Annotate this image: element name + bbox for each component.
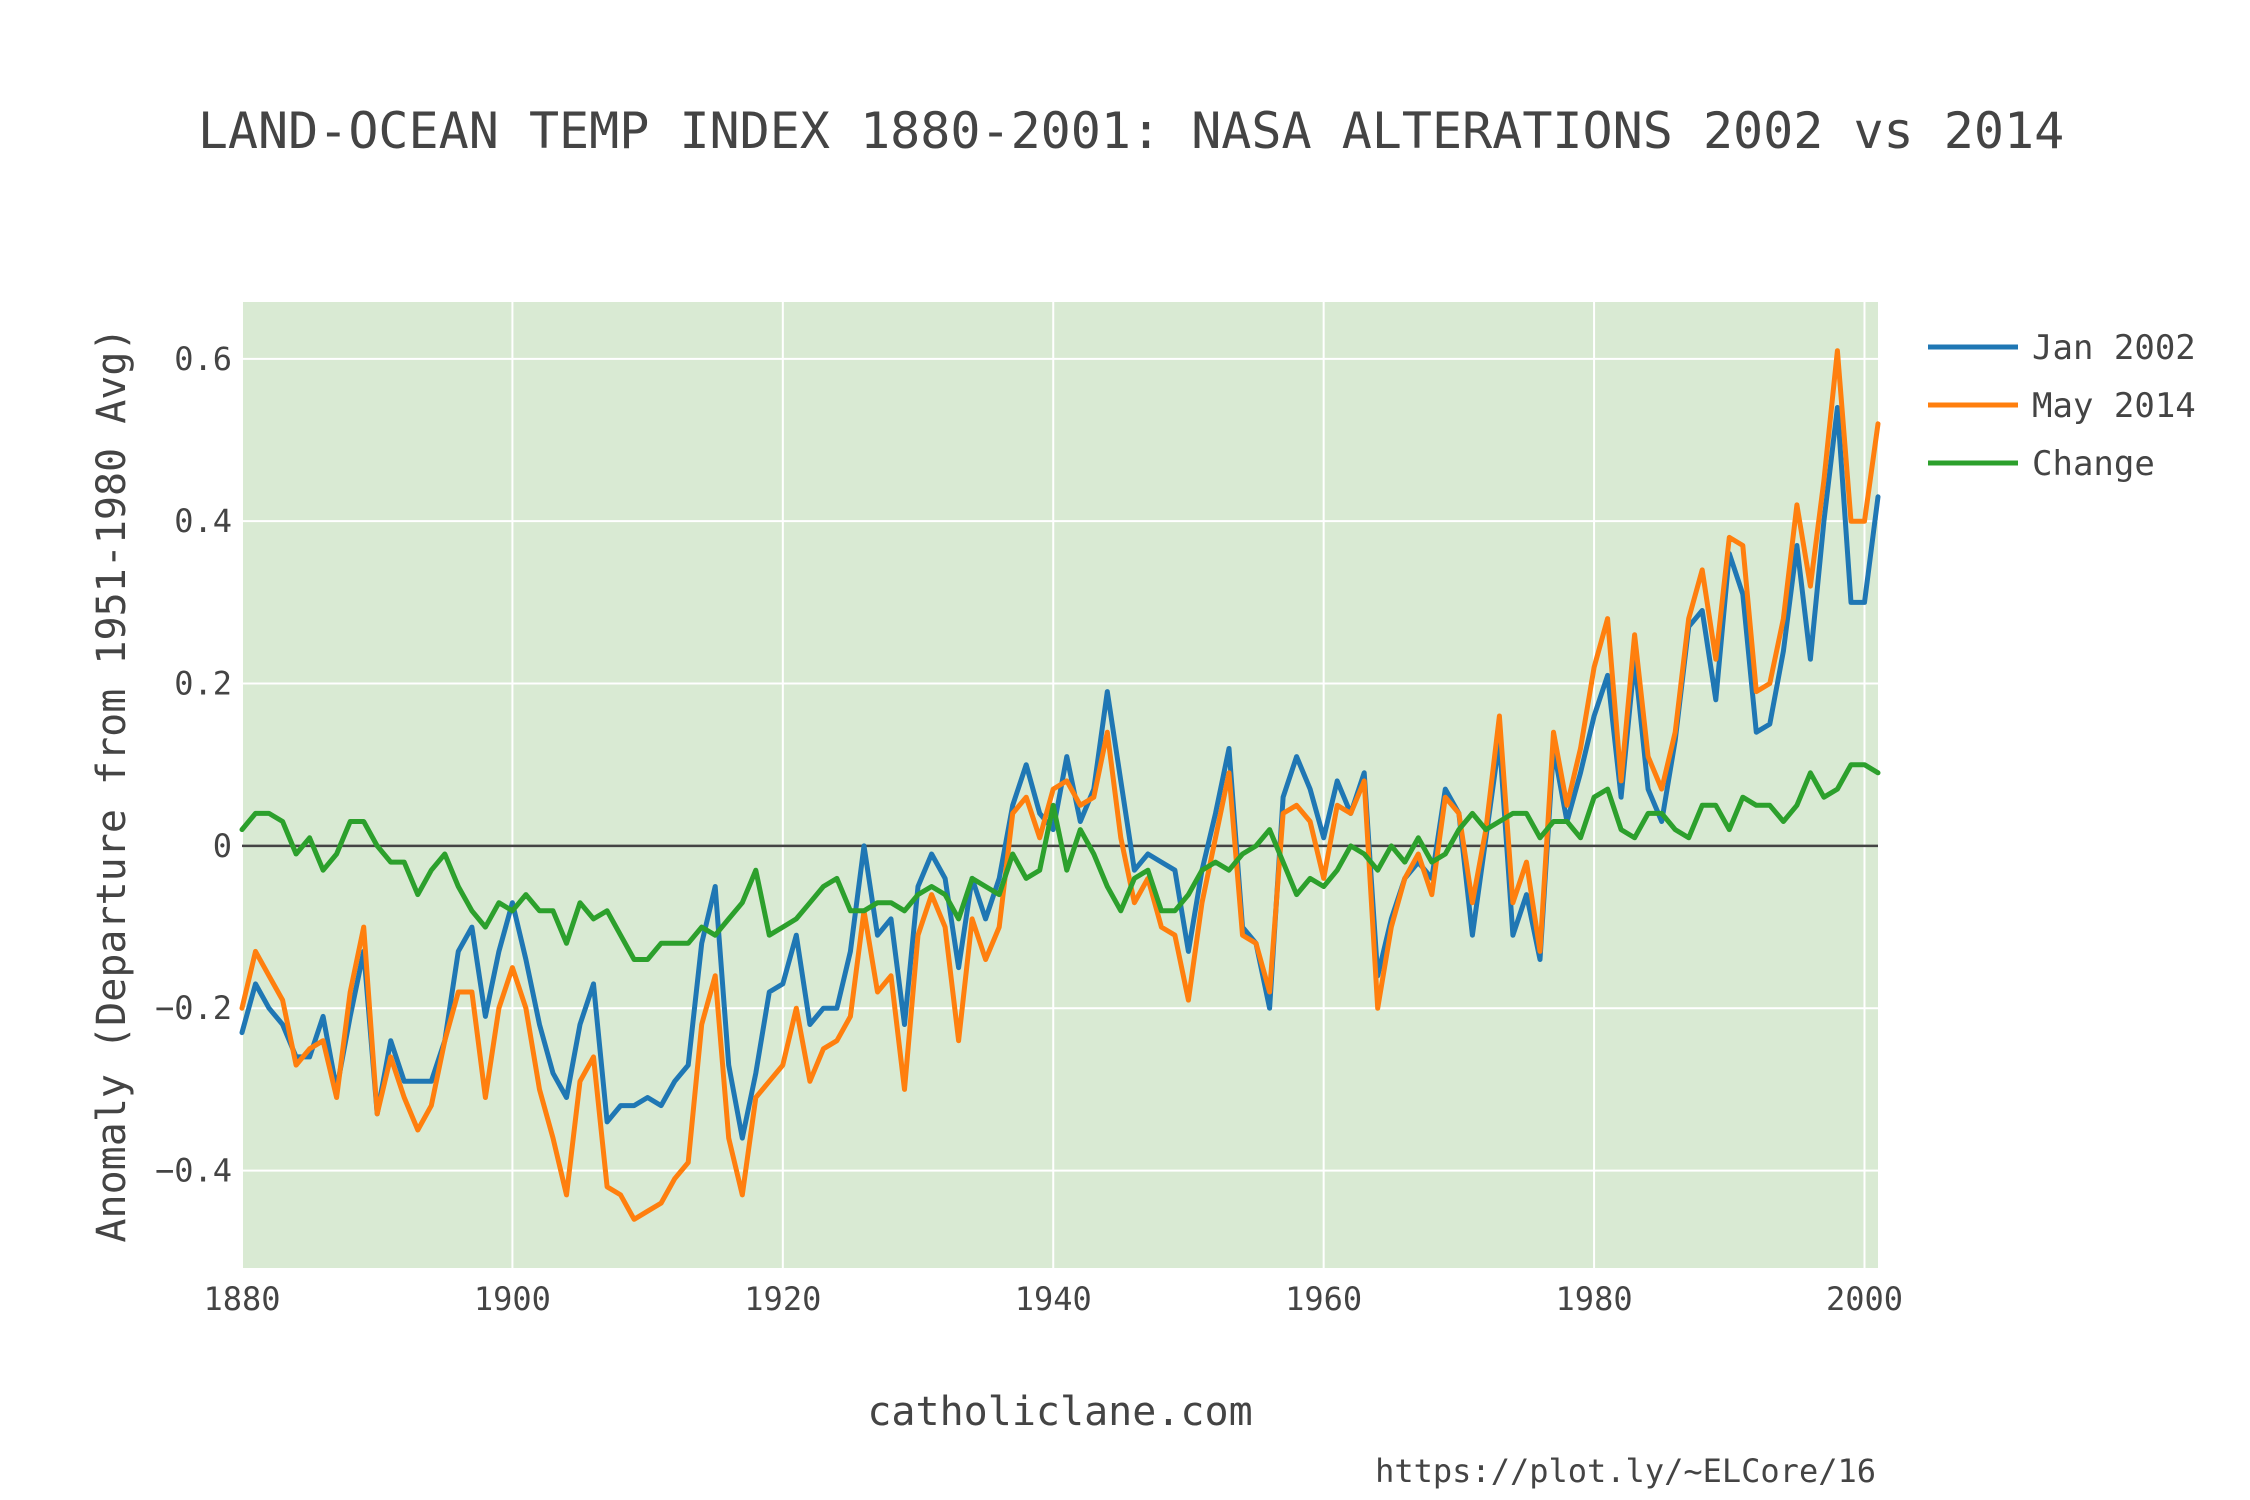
- series-line-may-2014: [239, 348, 1881, 1222]
- y-tick-label: 0.6: [174, 340, 232, 378]
- x-tick-label: 1900: [474, 1280, 551, 1318]
- y-axis-label: Anomaly (Departure from 1951-1980 Avg): [89, 327, 135, 1242]
- x-tick-label: 1980: [1556, 1280, 1633, 1318]
- x-tick-label: 1920: [744, 1280, 821, 1318]
- y-tick-label: −0.4: [155, 1152, 232, 1190]
- series-lines: [239, 348, 1881, 1222]
- legend-label: Jan 2002: [2032, 328, 2196, 368]
- y-tick-label: 0: [213, 827, 232, 865]
- watermark-text: catholiclane.com: [867, 1389, 1252, 1435]
- series-line-change: [239, 762, 1881, 962]
- y-tick-label: 0.4: [174, 502, 232, 540]
- legend-item-jan-2002[interactable]: Jan 2002: [1928, 328, 2196, 368]
- x-tick-label: 2000: [1826, 1280, 1903, 1318]
- x-tick-label: 1940: [1015, 1280, 1092, 1318]
- y-tick-label: 0.2: [174, 665, 232, 703]
- chart-title: LAND-OCEAN TEMP INDEX 1880-2001: NASA AL…: [198, 102, 2064, 160]
- legend-label: May 2014: [2032, 386, 2196, 426]
- legend-item-change[interactable]: Change: [1928, 444, 2155, 484]
- x-axis-ticks: 1880 1900 1920 1940 1960 1980 2000: [203, 1280, 1903, 1318]
- credit-link[interactable]: https://plot.ly/~ELCore/16: [1375, 1452, 1876, 1490]
- y-tick-label: −0.2: [155, 989, 232, 1027]
- x-tick-label: 1880: [203, 1280, 280, 1318]
- legend[interactable]: Jan 2002 May 2014 Change: [1928, 328, 2196, 484]
- y-axis-ticks: −0.4 −0.2 0 0.2 0.4 0.6: [155, 340, 232, 1190]
- legend-label: Change: [2032, 444, 2155, 484]
- x-tick-label: 1960: [1285, 1280, 1362, 1318]
- legend-item-may-2014[interactable]: May 2014: [1928, 386, 2196, 426]
- series-line-jan-2002: [239, 405, 1881, 1141]
